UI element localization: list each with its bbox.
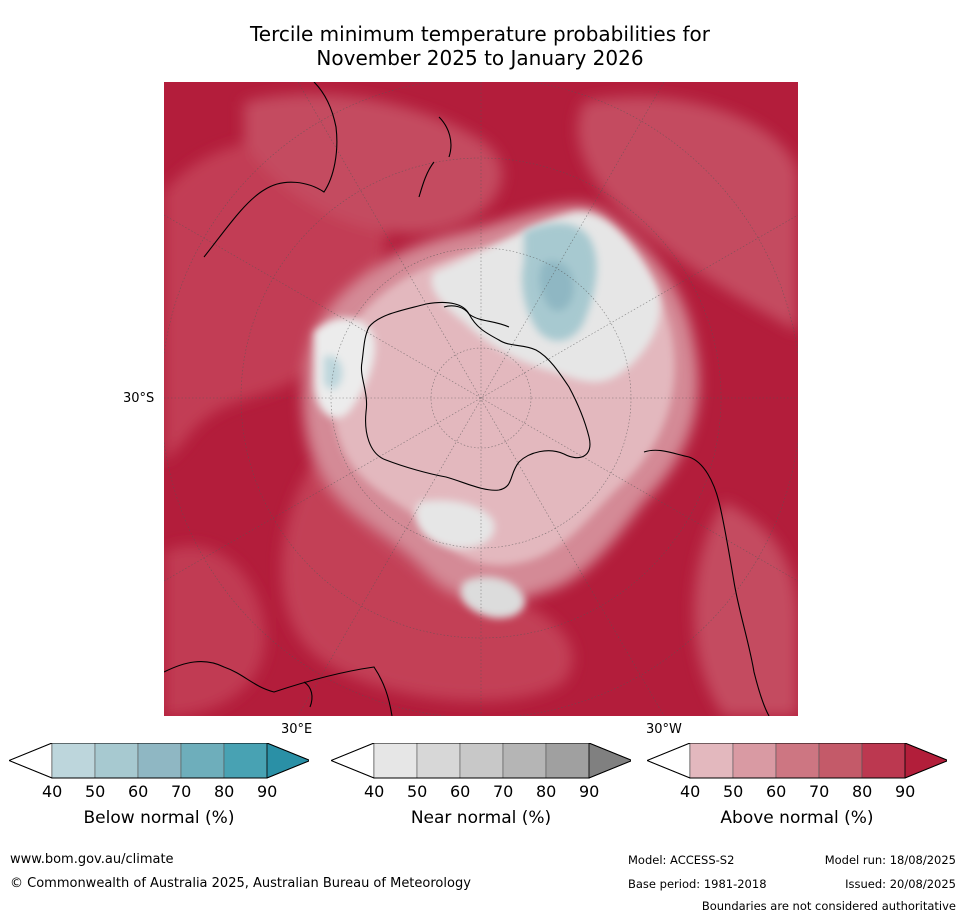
colorbar-near-svg <box>331 743 631 779</box>
above-outline <box>647 743 947 779</box>
near-tick-label: 60 <box>450 782 471 801</box>
near-tick-label: 50 <box>407 782 428 801</box>
lon-label-30e: 30°E <box>281 722 313 737</box>
lat-label-30s: 30°S <box>123 391 155 406</box>
colorbar-above-svg <box>647 743 947 779</box>
footer-model-run: Model run: 18/08/2025 <box>824 853 956 867</box>
below-tick-label: 60 <box>128 782 149 801</box>
above-tick-label: 90 <box>895 782 916 801</box>
polar-grid <box>164 82 798 716</box>
antarctica-coast <box>360 301 591 491</box>
below-segment <box>223 743 268 779</box>
above-tick-label: 40 <box>680 782 701 801</box>
below-min-extension <box>9 743 53 779</box>
below-tick-label: 80 <box>214 782 235 801</box>
above-segment <box>732 743 777 779</box>
below-segment <box>94 743 139 779</box>
below-tick-label: 40 <box>42 782 63 801</box>
south-america-coast <box>643 449 770 716</box>
near-max-extension <box>588 743 631 779</box>
colorbar-title-above: Above normal (%) <box>720 808 874 828</box>
footer-disclaimer: Boundaries are not considered authoritat… <box>701 899 956 913</box>
near-segment <box>502 743 547 779</box>
footer-base-period: Base period: 1981-2018 <box>628 877 767 891</box>
near-segment <box>459 743 504 779</box>
lon-label-30w: 30°W <box>646 722 682 737</box>
new-zealand <box>418 116 452 198</box>
footer-issued: Issued: 20/08/2025 <box>845 877 956 891</box>
above-tick-label: 60 <box>766 782 787 801</box>
below-tick-label: 70 <box>171 782 192 801</box>
near-segment <box>373 743 418 779</box>
near-tick-label: 40 <box>364 782 385 801</box>
above-segment <box>818 743 863 779</box>
above-max-extension <box>904 743 947 779</box>
above-segment <box>775 743 820 779</box>
near-segment <box>545 743 590 779</box>
colorbar-above-normal <box>647 743 947 783</box>
above-normal-mid-fields <box>164 94 798 716</box>
colorbar-near-normal <box>331 743 631 783</box>
colorbar-below-normal <box>9 743 309 783</box>
above-segment <box>861 743 906 779</box>
below-outline <box>9 743 309 779</box>
colorbar-title-near: Near normal (%) <box>410 808 552 828</box>
above-min-extension <box>647 743 691 779</box>
near-outline <box>331 743 631 779</box>
footer-url-link[interactable]: www.bom.gov.au/climate <box>10 852 174 867</box>
above-tick-label: 50 <box>723 782 744 801</box>
polar-map-svg <box>164 82 798 716</box>
footer-model: Model: ACCESS-S2 <box>628 853 735 867</box>
madagascar <box>303 681 313 708</box>
below-tick-label: 50 <box>85 782 106 801</box>
africa-coast <box>164 661 393 716</box>
near-tick-label: 80 <box>536 782 557 801</box>
near-min-extension <box>331 743 375 779</box>
above-tick-label: 80 <box>852 782 873 801</box>
near-tick-label: 90 <box>579 782 600 801</box>
below-segment <box>137 743 182 779</box>
below-normal-areas <box>324 223 597 390</box>
antarctic-peninsula <box>443 305 510 328</box>
near-segment <box>416 743 461 779</box>
below-segment <box>180 743 225 779</box>
near-tick-label: 70 <box>493 782 514 801</box>
below-tick-label: 90 <box>257 782 278 801</box>
colorbar-title-below: Below normal (%) <box>83 808 235 828</box>
colorbar-below-svg <box>9 743 309 779</box>
above-segment <box>689 743 734 779</box>
probability-map <box>164 82 798 716</box>
coastlines <box>164 82 770 716</box>
australia-coast <box>203 82 338 258</box>
above-tick-label: 70 <box>809 782 830 801</box>
footer-copyright: © Commonwealth of Australia 2025, Austra… <box>10 876 471 891</box>
map-title-line1: Tercile minimum temperature probabilitie… <box>249 22 711 46</box>
map-title-line2: November 2025 to January 2026 <box>316 46 644 70</box>
below-segment <box>51 743 96 779</box>
below-max-extension <box>266 743 309 779</box>
